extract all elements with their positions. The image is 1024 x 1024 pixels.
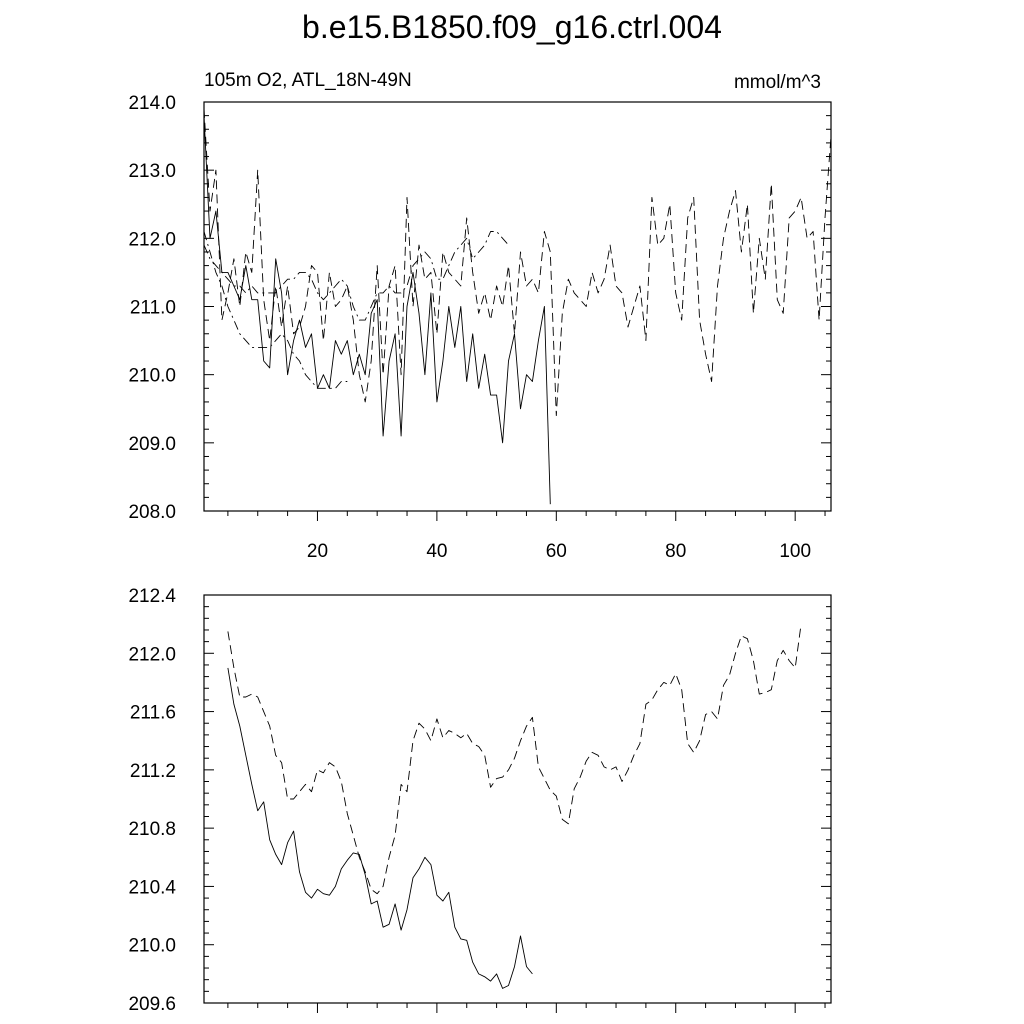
y-tick-label: 212.0 <box>128 229 176 250</box>
y-tick-label: 212.4 <box>128 586 176 607</box>
bottom-panel: 209.6 210.0 210.4 210.8 211.2 211.6 212.0 212.4 <box>128 586 832 1015</box>
subtitle-left: 105m O2, ATL_18N-49N <box>204 70 412 91</box>
series-line-dashed <box>203 108 832 417</box>
y-tick-label: 208.0 <box>128 502 176 523</box>
y-tick-label: 209.0 <box>128 434 176 455</box>
x-tick-label: 20 <box>307 541 328 562</box>
series-line-dashed <box>227 624 802 895</box>
y-tick-label: 210.0 <box>128 936 176 957</box>
y-tick-label: 211.0 <box>130 298 176 319</box>
y-tick-label: 211.6 <box>130 703 176 724</box>
chart-title: b.e15.B1850.f09_g16.ctrl.004 <box>302 9 722 45</box>
series-line-solid <box>227 667 533 989</box>
x-tick-label: 60 <box>546 541 567 562</box>
series-line-solid <box>203 115 551 505</box>
x-tick-label: 100 <box>779 541 811 562</box>
series-line-dash-dot <box>203 231 509 321</box>
y-tick-label: 210.8 <box>128 819 176 840</box>
y-tick-label: 214.0 <box>128 93 176 114</box>
y-tick-label: 210.4 <box>128 877 176 898</box>
plot-frame <box>203 594 832 1004</box>
y-tick-label: 210.0 <box>128 366 176 387</box>
series-line-dash-dot <box>203 231 348 389</box>
x-tick-label: 40 <box>426 541 447 562</box>
y-tick-label: 209.6 <box>128 994 176 1015</box>
top-panel: 208.0 209.0 210.0 211.0 212.0 213.0 214.0 20 40 6… <box>128 70 832 562</box>
y-tick-label: 212.0 <box>128 644 176 665</box>
plot-frame <box>203 101 832 512</box>
y-tick-label: 213.0 <box>128 161 176 182</box>
x-tick-label: 80 <box>665 541 686 562</box>
y-tick-label: 211.2 <box>130 761 176 782</box>
subtitle-units: mmol/m^3 <box>734 72 821 93</box>
